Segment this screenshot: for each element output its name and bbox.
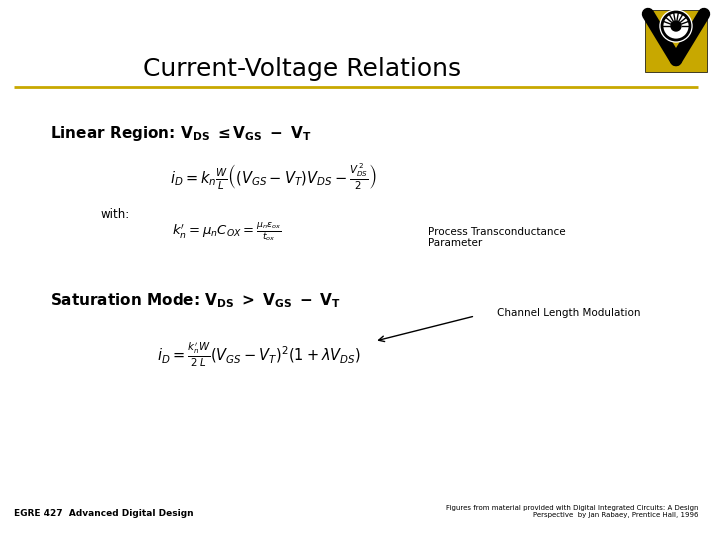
Text: $k_n^{\prime} = \mu_n C_{OX} = \frac{\mu_n \varepsilon_{ox}}{t_{ox}}$: $k_n^{\prime} = \mu_n C_{OX} = \frac{\mu… <box>172 221 282 245</box>
Text: Current-Voltage Relations: Current-Voltage Relations <box>143 57 462 80</box>
Text: Channel Length Modulation: Channel Length Modulation <box>497 308 640 318</box>
Text: $i_D = k_n \frac{W}{L}\left((V_{GS} - V_T)V_{DS} - \frac{V_{DS}^{\,2}}{2}\right): $i_D = k_n \frac{W}{L}\left((V_{GS} - V_… <box>170 162 377 192</box>
Text: with:: with: <box>101 208 130 221</box>
Bar <box>645 10 707 72</box>
Text: Saturation Mode: $\mathbf{V_{DS}\ >\ V_{GS}\ -\ V_T}$: Saturation Mode: $\mathbf{V_{DS}\ >\ V_{… <box>50 292 341 310</box>
Text: Figures from material provided with Digital Integrated Circuits: A Design
Perspe: Figures from material provided with Digi… <box>446 505 698 518</box>
Text: EGRE 427  Advanced Digital Design: EGRE 427 Advanced Digital Design <box>14 509 194 518</box>
Text: $i_D = \frac{k_n^{\prime} W}{2 \; L}(V_{GS} - V_T)^2(1 + \lambda V_{DS})$: $i_D = \frac{k_n^{\prime} W}{2 \; L}(V_{… <box>157 340 361 369</box>
Text: Linear Region: $\mathbf{V_{DS}\ \leq V_{GS}\ -\ V_T}$: Linear Region: $\mathbf{V_{DS}\ \leq V_{… <box>50 124 312 143</box>
Circle shape <box>660 10 692 42</box>
Circle shape <box>666 16 686 36</box>
Text: Process Transconductance
Parameter: Process Transconductance Parameter <box>428 227 566 248</box>
Circle shape <box>671 21 681 31</box>
